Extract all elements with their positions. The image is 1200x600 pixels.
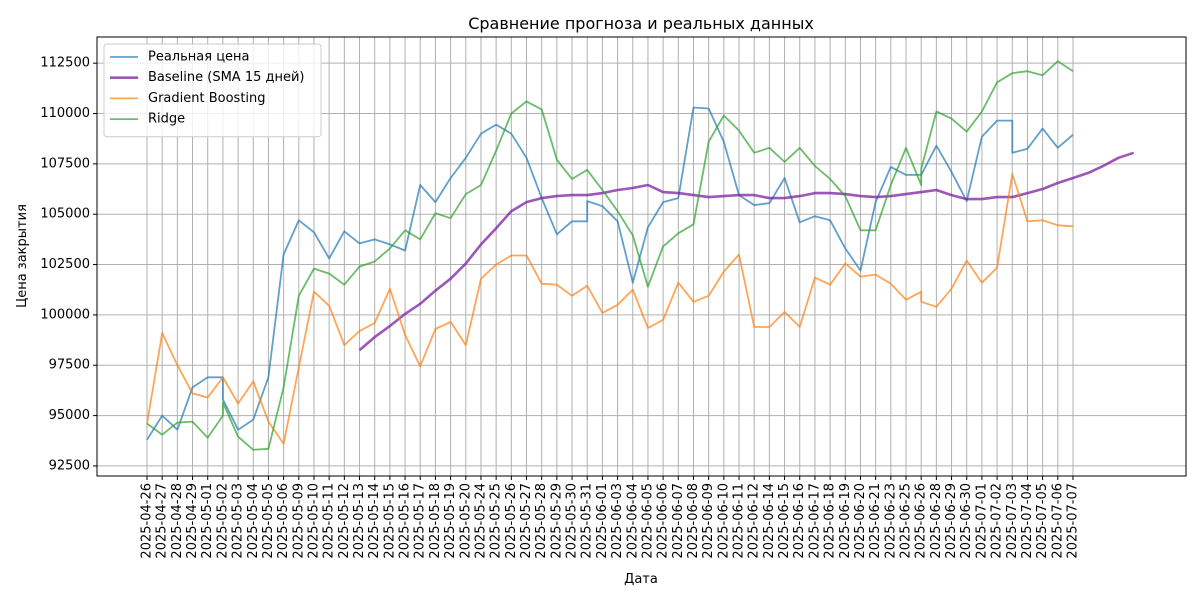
- series-line-0: [146, 106, 1074, 441]
- x-tick-label: 2025-07-01: [974, 483, 989, 559]
- x-tick-label: 2025-05-17: [413, 483, 428, 559]
- x-tick-label: 2025-07-06: [1050, 483, 1065, 559]
- y-tick-label: 110000: [40, 106, 90, 121]
- legend-label: Baseline (SMA 15 дней): [148, 70, 305, 85]
- x-tick-label: 2025-06-08: [686, 483, 701, 559]
- x-tick-label: 2025-06-18: [823, 483, 838, 559]
- x-tick-label: 2025-05-28: [534, 483, 549, 559]
- series-line-1: [358, 151, 1135, 352]
- x-tick-label: 2025-06-26: [914, 483, 929, 559]
- x-tick-label: 2025-05-29: [549, 483, 564, 559]
- x-tick-label: 2025-06-04: [625, 483, 640, 559]
- x-tick-label: 2025-07-07: [1065, 483, 1080, 559]
- x-tick-label: 2025-07-04: [1020, 483, 1035, 559]
- x-tick-label: 2025-06-30: [959, 483, 974, 559]
- x-tick-label: 2025-06-17: [807, 483, 822, 559]
- legend-box: [103, 43, 322, 138]
- x-tick-label: 2025-06-09: [701, 483, 716, 559]
- x-tick-label: 2025-06-06: [656, 483, 671, 559]
- legend: Реальная цена Baseline (SMA 15 дней) Gradi…: [103, 43, 322, 138]
- x-tick-label: 2025-04-28: [170, 483, 185, 559]
- y-tick-label: 95000: [49, 408, 90, 423]
- y-axis-title: Цена закрытия: [15, 204, 30, 308]
- legend-label: Gradient Boosting: [148, 91, 266, 106]
- x-tick-label: 2025-05-09: [291, 483, 306, 559]
- x-tick-label: 2025-05-20: [458, 483, 473, 559]
- x-axis: 2025-04-26 2025-04-27 2025-04-28 2025-04-29…: [140, 476, 1080, 559]
- y-tick-label: 102500: [40, 257, 90, 272]
- x-tick-label: 2025-06-14: [762, 483, 777, 559]
- x-tick-label: 2025-06-23: [883, 483, 898, 559]
- x-tick-label: 2025-05-12: [337, 483, 352, 559]
- x-axis-title: Дата: [624, 572, 658, 587]
- x-tick-label: 2025-05-06: [276, 483, 291, 559]
- x-tick-label: 2025-05-05: [261, 483, 276, 559]
- x-tick-label: 2025-06-16: [792, 483, 807, 559]
- series-line-3: [146, 60, 1074, 451]
- x-tick-label: 2025-05-16: [398, 483, 413, 559]
- x-tick-label: 2025-07-05: [1035, 483, 1050, 559]
- y-tick-label: 97500: [49, 358, 90, 373]
- x-tick-label: 2025-06-29: [944, 483, 959, 559]
- x-tick-label: 2025-06-07: [671, 483, 686, 559]
- y-tick-label: 107500: [40, 156, 90, 171]
- x-tick-label: 2025-05-24: [473, 483, 488, 559]
- x-tick-label: 2025-05-19: [443, 483, 458, 559]
- x-tick-label: 2025-05-25: [489, 483, 504, 559]
- x-tick-label: 2025-07-03: [1005, 483, 1020, 559]
- x-tick-label: 2025-05-03: [231, 483, 246, 559]
- y-axis: 92500 95000 97500 100000 102500 105000 107500 1…: [40, 56, 97, 473]
- x-tick-label: 2025-05-01: [200, 483, 215, 559]
- x-tick-label: 2025-05-04: [246, 483, 261, 559]
- legend-label: Ridge: [148, 112, 185, 127]
- x-tick-label: 2025-05-02: [215, 483, 230, 559]
- x-tick-label: 2025-06-01: [595, 483, 610, 559]
- x-tick-label: 2025-05-14: [367, 483, 382, 559]
- plot-frame: [96, 36, 1187, 477]
- series-line-2: [146, 172, 1074, 445]
- x-tick-label: 2025-05-18: [428, 483, 443, 559]
- x-tick-label: 2025-06-21: [868, 483, 883, 559]
- x-tick-label: 2025-06-10: [716, 483, 731, 559]
- y-tick-label: 92500: [49, 458, 90, 473]
- x-tick-label: 2025-06-03: [610, 483, 625, 559]
- legend-label: Реальная цена: [148, 50, 250, 65]
- x-tick-label: 2025-06-12: [747, 483, 762, 559]
- x-tick-label: 2025-04-29: [185, 483, 200, 559]
- series-lines: [146, 60, 1135, 451]
- x-tick-label: 2025-06-20: [853, 483, 868, 559]
- chart-title: Сравнение прогноза и реальных данных: [468, 14, 814, 33]
- x-tick-label: 2025-07-02: [990, 483, 1005, 559]
- x-tick-label: 2025-06-28: [929, 483, 944, 559]
- x-tick-label: 2025-06-19: [838, 483, 853, 559]
- x-tick-label: 2025-06-25: [899, 483, 914, 559]
- x-tick-label: 2025-05-11: [322, 483, 337, 559]
- x-tick-label: 2025-05-26: [504, 483, 519, 559]
- x-tick-label: 2025-06-15: [777, 483, 792, 559]
- x-tick-label: 2025-06-11: [732, 483, 747, 559]
- x-tick-label: 2025-06-05: [640, 483, 655, 559]
- x-tick-label: 2025-05-15: [382, 483, 397, 559]
- x-tick-label: 2025-05-31: [580, 483, 595, 559]
- y-tick-label: 112500: [40, 56, 90, 71]
- x-tick-label: 2025-05-30: [565, 483, 580, 559]
- y-tick-label: 105000: [40, 207, 90, 222]
- x-tick-label: 2025-04-27: [155, 483, 170, 559]
- x-tick-label: 2025-05-13: [352, 483, 367, 559]
- x-tick-label: 2025-04-26: [140, 483, 155, 559]
- x-tick-label: 2025-05-10: [306, 483, 321, 559]
- x-tick-label: 2025-05-27: [519, 483, 534, 559]
- y-tick-label: 100000: [40, 307, 90, 322]
